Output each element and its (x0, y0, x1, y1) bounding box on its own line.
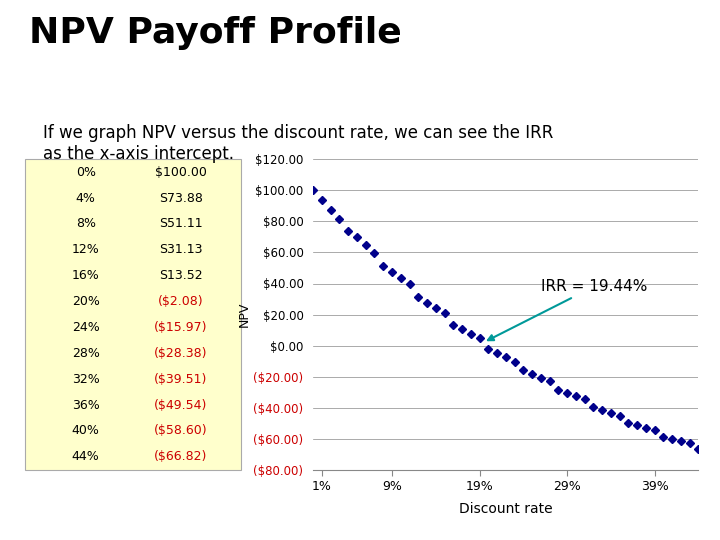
Text: $100.00: $100.00 (155, 166, 207, 179)
Text: ($2.08): ($2.08) (158, 295, 204, 308)
Text: If we graph NPV versus the discount rate, we can see the IRR
as the x-axis inter: If we graph NPV versus the discount rate… (43, 124, 554, 163)
Text: S31.13: S31.13 (159, 244, 202, 256)
Text: ($28.38): ($28.38) (154, 347, 207, 360)
X-axis label: Discount rate: Discount rate (459, 502, 553, 516)
Text: S73.88: S73.88 (159, 192, 202, 205)
Text: 24%: 24% (72, 321, 99, 334)
Text: 28%: 28% (72, 347, 99, 360)
Text: ($66.82): ($66.82) (154, 450, 207, 463)
Text: S13.52: S13.52 (159, 269, 202, 282)
Text: S51.11: S51.11 (159, 218, 202, 231)
FancyBboxPatch shape (25, 159, 241, 470)
Text: 20%: 20% (72, 295, 99, 308)
Text: 0%: 0% (76, 166, 96, 179)
Text: ($15.97): ($15.97) (154, 321, 207, 334)
Text: 40%: 40% (72, 424, 99, 437)
Text: 8%: 8% (76, 218, 96, 231)
Text: 32%: 32% (72, 373, 99, 386)
Text: 16%: 16% (72, 269, 99, 282)
Text: IRR = 19.44%: IRR = 19.44% (488, 279, 647, 340)
Text: ($39.51): ($39.51) (154, 373, 207, 386)
Text: NPV Payoff Profile: NPV Payoff Profile (29, 16, 402, 50)
Y-axis label: NPV: NPV (238, 302, 251, 327)
Text: 4%: 4% (76, 192, 96, 205)
Text: ($49.54): ($49.54) (154, 399, 207, 411)
Text: 12%: 12% (72, 244, 99, 256)
Text: 44%: 44% (72, 450, 99, 463)
Text: 36%: 36% (72, 399, 99, 411)
Text: ($58.60): ($58.60) (154, 424, 207, 437)
